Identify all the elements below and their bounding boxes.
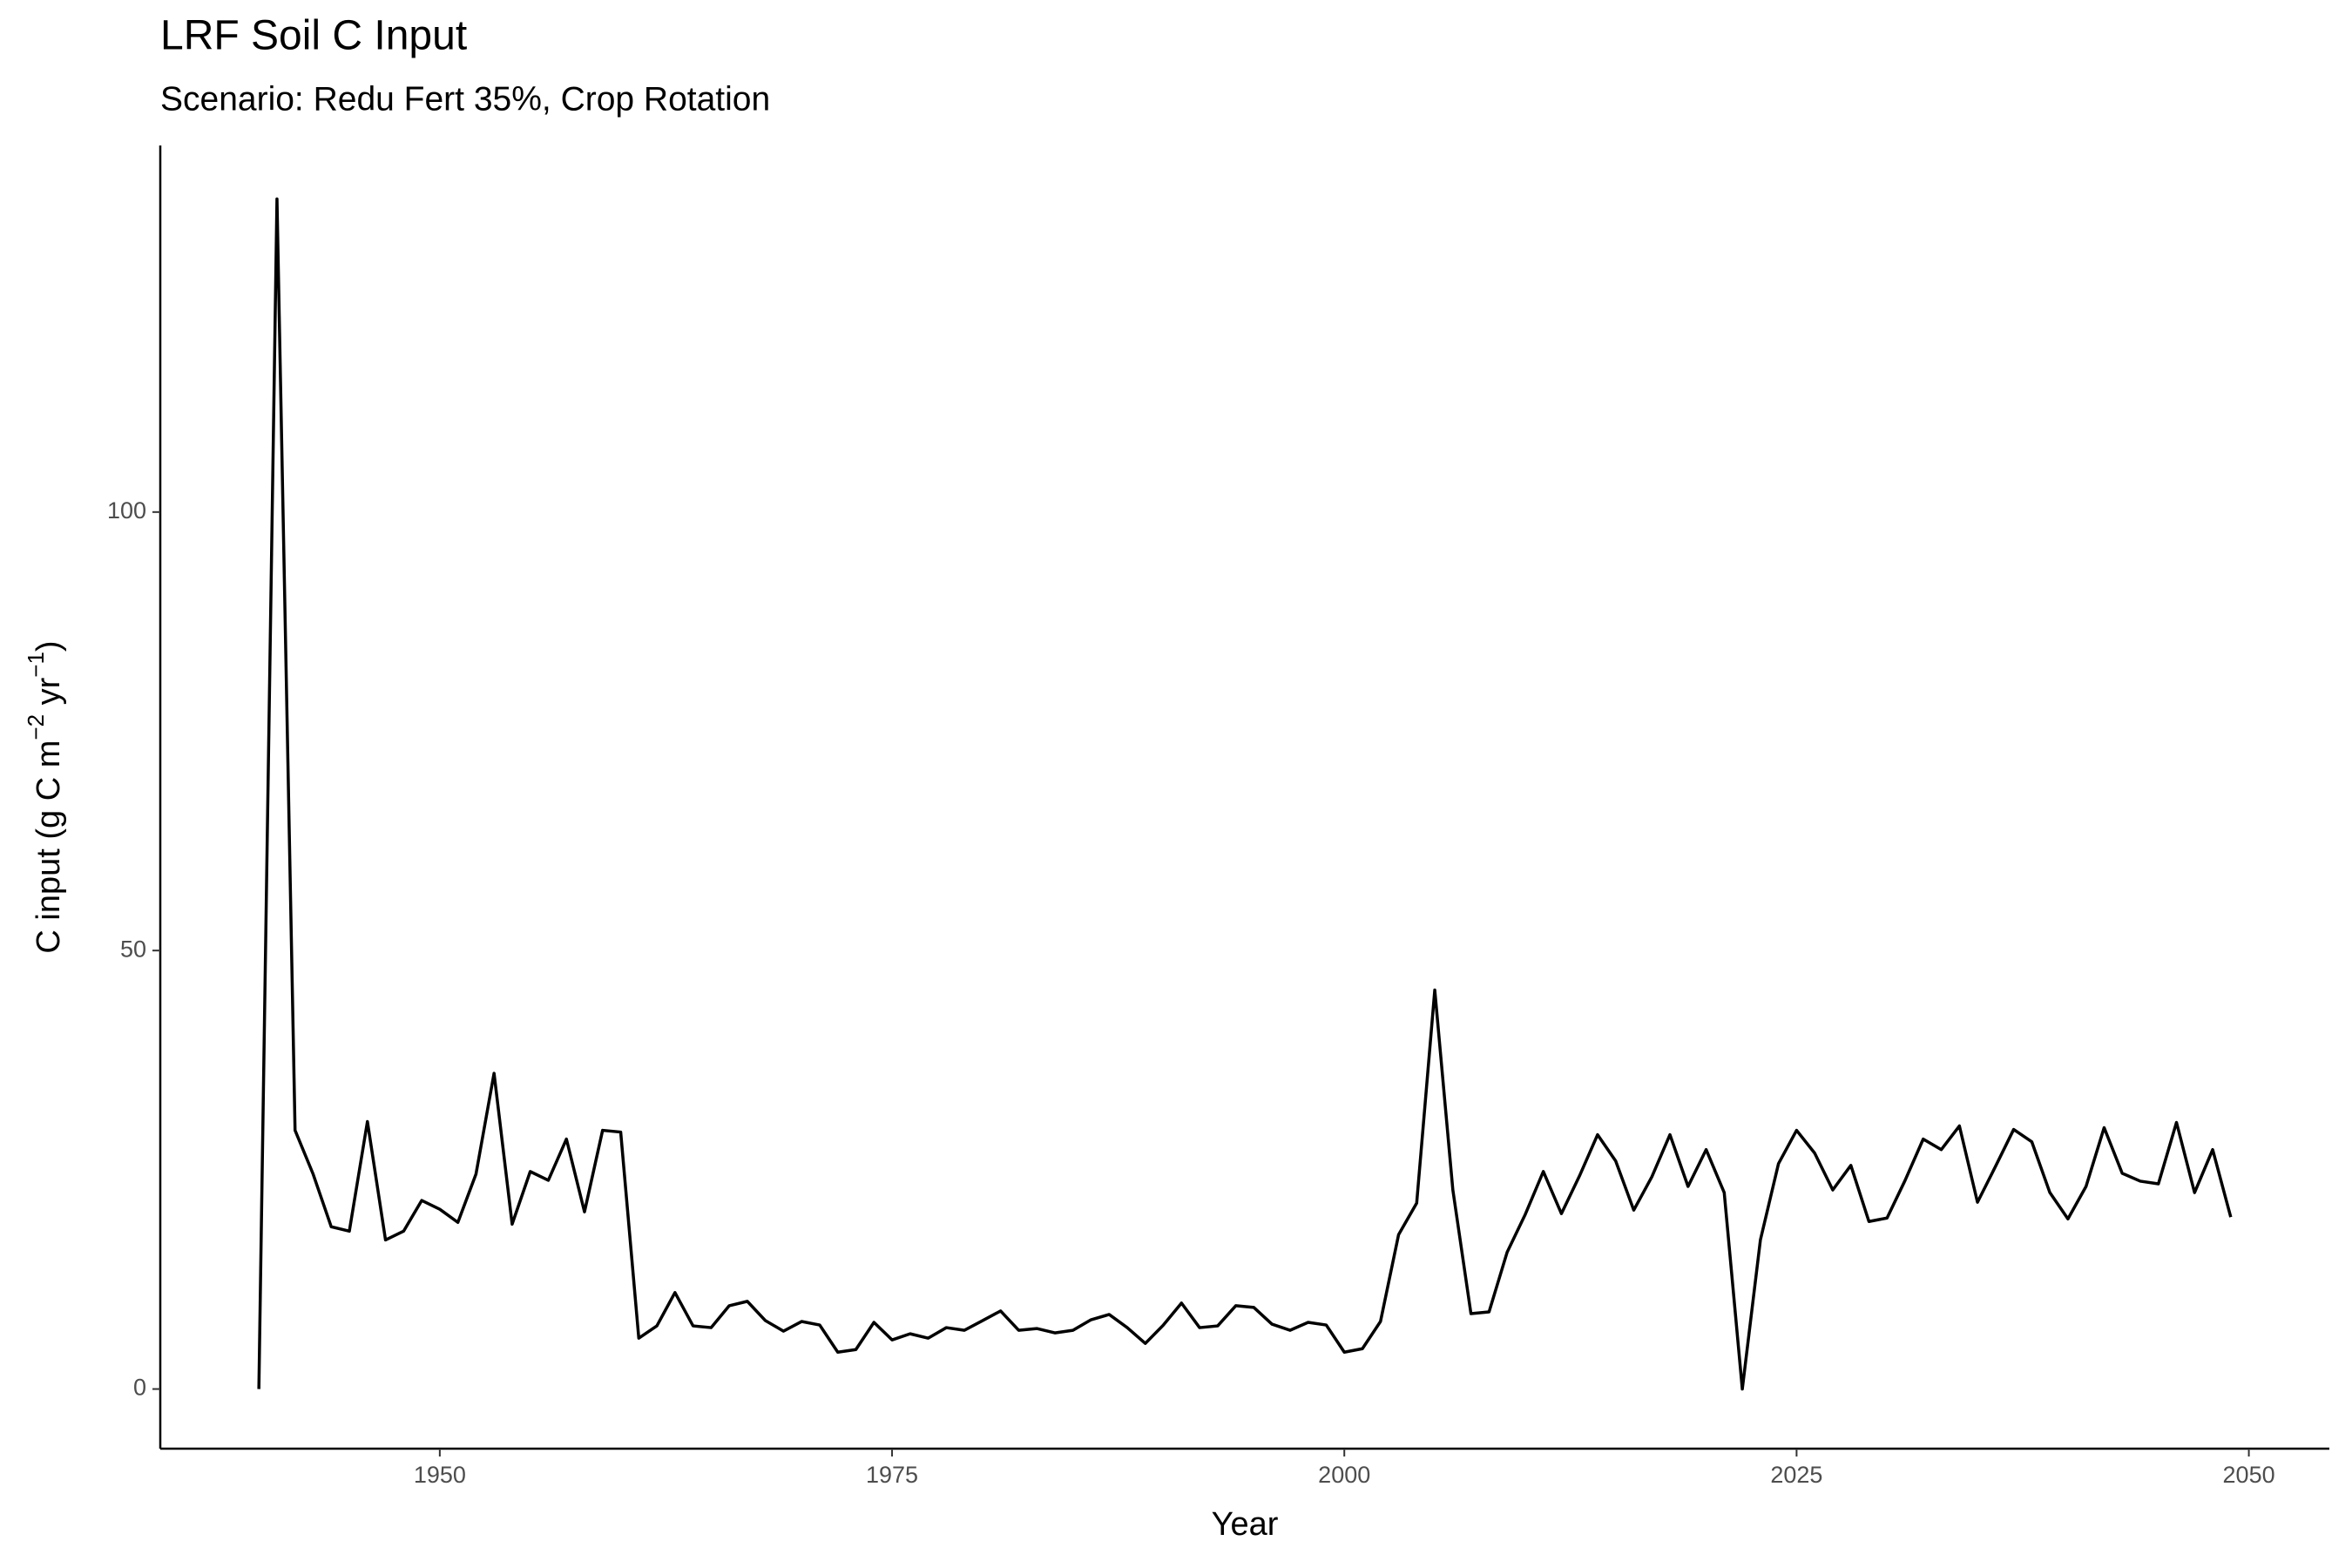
x-tick-label: 1950 bbox=[414, 1462, 466, 1488]
x-tick-label: 1975 bbox=[866, 1462, 918, 1488]
y-axis-title-superscript: −2 bbox=[23, 714, 49, 740]
x-tick-label: 2050 bbox=[2223, 1462, 2275, 1488]
y-axis-title-part: yr bbox=[30, 677, 67, 714]
chart-subtitle: Scenario: Redu Fert 35%, Crop Rotation bbox=[160, 80, 770, 118]
y-axis-title: C input (g C m−2 yr−1) bbox=[23, 640, 67, 953]
data-line bbox=[257, 197, 2233, 1391]
y-axis-title-part: ) bbox=[30, 640, 67, 652]
y-tick-label: 100 bbox=[107, 497, 146, 524]
y-tick-label: 50 bbox=[120, 936, 146, 962]
y-axis-title-part: C input (g C m bbox=[30, 740, 67, 954]
x-axis-title: Year bbox=[1212, 1506, 1279, 1543]
y-axis-title-superscript: −1 bbox=[23, 652, 49, 678]
x-tick-label: 2000 bbox=[1318, 1462, 1370, 1488]
x-tick-label: 2025 bbox=[1770, 1462, 1822, 1488]
y-tick-label: 0 bbox=[133, 1375, 146, 1401]
chart-title: LRF Soil C Input bbox=[160, 13, 467, 59]
